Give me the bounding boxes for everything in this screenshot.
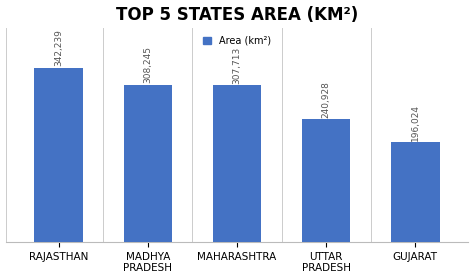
Legend: Area (km²): Area (km²) xyxy=(200,33,274,49)
Bar xyxy=(35,68,83,242)
Text: 308,245: 308,245 xyxy=(144,46,153,83)
Text: 307,713: 307,713 xyxy=(233,46,241,84)
Bar xyxy=(124,85,173,242)
Text: 342,239: 342,239 xyxy=(55,29,64,66)
Bar xyxy=(301,119,350,242)
Bar xyxy=(212,85,262,242)
Bar xyxy=(391,142,439,242)
Text: 240,928: 240,928 xyxy=(321,81,330,118)
Text: 196,024: 196,024 xyxy=(410,104,419,141)
Title: TOP 5 STATES AREA (KM²): TOP 5 STATES AREA (KM²) xyxy=(116,6,358,23)
